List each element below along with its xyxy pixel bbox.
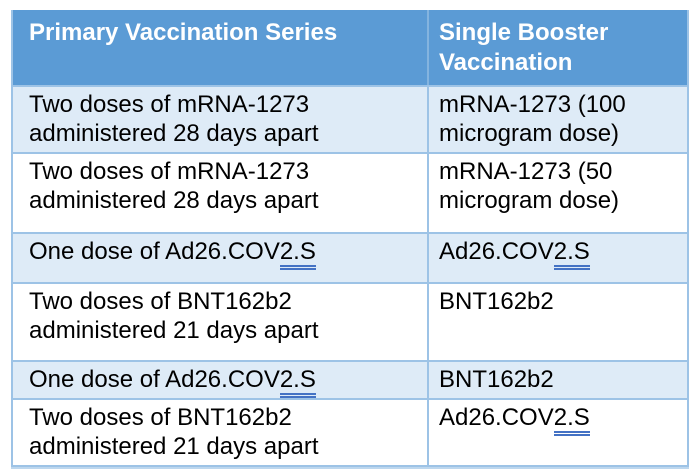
primary-cell: One dose of Ad26.COV2.S — [13, 234, 427, 282]
primary-cell: Two doses of mRNA-1273 administered 28 d… — [29, 91, 319, 147]
table-row: Two doses of mRNA-1273 administered 28 d… — [13, 152, 687, 232]
table-row: Two doses of BNT162b2 administered 21 da… — [13, 398, 687, 465]
vaccination-table: Primary Vaccination Series Single Booste… — [11, 10, 689, 467]
header-primary-series: Primary Vaccination Series — [29, 19, 338, 46]
booster-cell: Ad26.COV2.S — [427, 234, 687, 282]
grammar-underline: 2.S — [279, 238, 316, 270]
grammar-underline: 2.S — [553, 238, 590, 270]
primary-cell: One dose of Ad26.COV2.S — [13, 362, 427, 398]
booster-cell: mRNA-1273 (100 microgram dose) — [427, 87, 687, 152]
booster-cell: Ad26.COV2.S — [427, 400, 687, 465]
booster-cell: mRNA-1273 (50 microgram dose) — [427, 154, 687, 232]
primary-cell: Two doses of mRNA-1273 administered 28 d… — [29, 158, 319, 214]
primary-cell: Two doses of BNT162b2 administered 21 da… — [29, 288, 319, 344]
header-single-booster: Single Booster Vaccination — [427, 10, 687, 85]
table-header-row: Primary Vaccination Series Single Booste… — [13, 10, 687, 85]
table-row: One dose of Ad26.COV2.S BNT162b2 — [13, 360, 687, 398]
booster-cell: BNT162b2 — [427, 284, 687, 360]
booster-cell: BNT162b2 — [427, 362, 687, 398]
table-row: One dose of Ad26.COV2.S Ad26.COV2.S — [13, 232, 687, 282]
grammar-underline: 2.S — [279, 366, 316, 398]
table-row: Two doses of mRNA-1273 administered 28 d… — [13, 85, 687, 152]
primary-cell: Two doses of BNT162b2 administered 21 da… — [29, 404, 319, 460]
grammar-underline: 2.S — [553, 404, 590, 436]
next-row-top-edge — [11, 467, 689, 469]
table-row: Two doses of BNT162b2 administered 21 da… — [13, 282, 687, 360]
